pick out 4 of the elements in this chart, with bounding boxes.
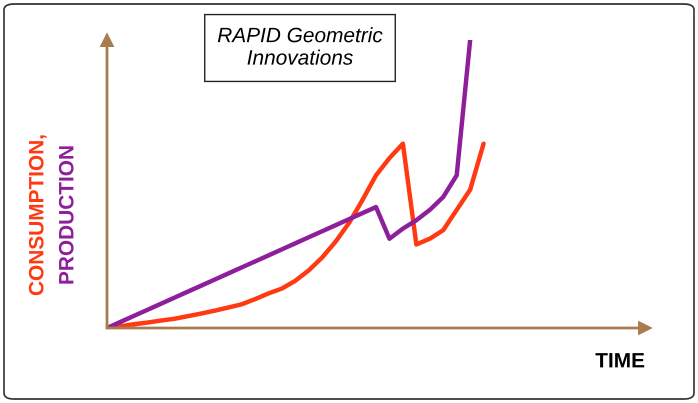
text: CONSUMPTION,: [28, 135, 47, 296]
x-axis-title: TIME: [595, 353, 644, 368]
text: PRODUCTION: [58, 146, 74, 284]
annotation: RAPID Geometric Innovations: [218, 27, 383, 65]
